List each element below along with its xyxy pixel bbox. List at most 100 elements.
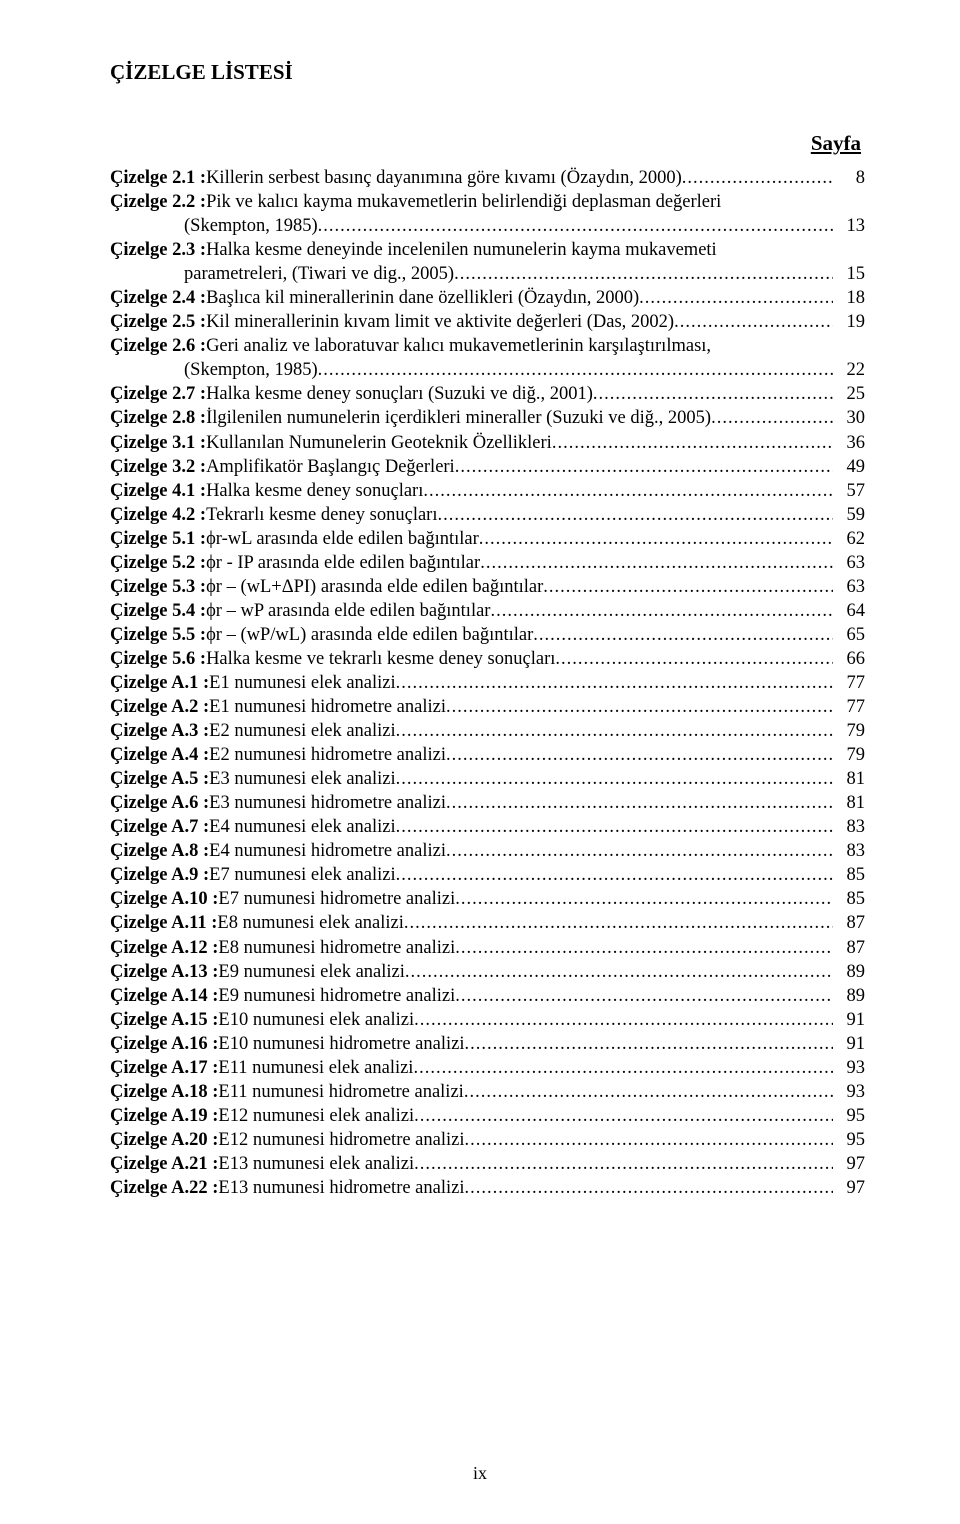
toc-entry-label: Çizelge 2.3 : [110,238,206,262]
toc-entry-page: 22 [833,358,865,382]
toc-leader [396,863,833,887]
toc-entry-desc: Kil minerallerinin kıvam limit ve aktivi… [206,310,674,334]
toc-entry-label: Çizelge A.7 : [110,815,209,839]
toc-entry-label: Çizelge A.21 : [110,1152,218,1176]
toc-entry-desc: E3 numunesi elek analizi [209,767,395,791]
toc-entry-label: Çizelge A.18 : [110,1080,218,1104]
toc-entry-desc: Halka kesme ve tekrarlı kesme deney sonu… [206,647,555,671]
toc-entry-label: Çizelge A.3 : [110,719,209,743]
toc-entry: Çizelge A.5 : E3 numunesi elek analizi81 [110,767,865,791]
toc-entry: Çizelge 2.7 : Halka kesme deney sonuçlar… [110,382,865,406]
toc-entry-desc: E11 numunesi hidrometre analizi [218,1080,463,1104]
toc-entry: Çizelge 5.4 : ϕr – wP arasında elde edil… [110,599,865,623]
toc-entry-label: Çizelge 2.8 : [110,406,206,430]
toc-entry-desc: E10 numunesi elek analizi [218,1008,414,1032]
toc-entry: Çizelge 4.2 : Tekrarlı kesme deney sonuç… [110,503,865,527]
toc-entry: Çizelge A.9 : E7 numunesi elek analizi85 [110,863,865,887]
toc-entry: Çizelge A.15 : E10 numunesi elek analizi… [110,1008,865,1032]
toc-entry-desc: Halka kesme deney sonuçları [206,479,423,503]
toc-entry-desc: E12 numunesi hidrometre analizi [218,1128,464,1152]
toc-entry-wrap: (Skempton, 1985) 13 [110,214,865,238]
toc-entry-page: 85 [833,887,865,911]
toc-entry-desc: Halka kesme deneyinde incelenilen numune… [206,238,717,262]
toc-entry: Çizelge 5.5 : ϕr – (wP/wL) arasında elde… [110,623,865,647]
toc-entry-page: 93 [833,1080,865,1104]
toc-entry-page: 15 [833,262,865,286]
toc-entry: Çizelge A.13 : E9 numunesi elek analizi8… [110,960,865,984]
toc-entry-desc: ϕr – wP arasında elde edilen bağıntılar [206,599,490,623]
toc-entry-label: Çizelge 2.1 : [110,166,206,190]
toc-leader [396,767,833,791]
toc-leader [455,455,833,479]
toc-entry-page: 77 [833,671,865,695]
toc-leader [396,671,833,695]
toc-entry-page: 59 [833,503,865,527]
toc-entry-wrap-text: parametreleri, (Tiwari ve dig., 2005) [184,262,454,286]
toc-leader [413,1056,833,1080]
toc-entry-label: Çizelge A.17 : [110,1056,218,1080]
toc-entry-wrap: parametreleri, (Tiwari ve dig., 2005) 15 [110,262,865,286]
footer-page-number: ix [0,1463,960,1484]
toc-entry: Çizelge A.17 : E11 numunesi elek analizi… [110,1056,865,1080]
toc-entry: Çizelge 4.1 : Halka kesme deney sonuçlar… [110,479,865,503]
toc-entry-page: 87 [833,936,865,960]
toc-entry-label: Çizelge A.2 : [110,695,209,719]
toc-leader [533,623,833,647]
toc-entry-label: Çizelge A.13 : [110,960,218,984]
toc-entry-page: 64 [833,599,865,623]
toc-entry: Çizelge A.21 : E13 numunesi elek analizi… [110,1152,865,1176]
toc-entry-desc: ϕr-wL arasında elde edilen bağıntılar [206,527,479,551]
toc-entry: Çizelge A.6 : E3 numunesi hidrometre ana… [110,791,865,815]
toc-entry: Çizelge A.19 : E12 numunesi elek analizi… [110,1104,865,1128]
toc-entry-desc: ϕr – (wL+ΔPI) arasında elde edilen bağın… [206,575,543,599]
toc-entry-label: Çizelge A.14 : [110,984,218,1008]
toc-entry-desc: Halka kesme deney sonuçları (Suzuki ve d… [206,382,593,406]
toc-leader [464,1080,833,1104]
toc-entry-label: Çizelge A.10 : [110,887,218,911]
toc-entry-desc: E4 numunesi elek analizi [209,815,395,839]
toc-entry-label: Çizelge A.6 : [110,791,209,815]
toc-entry-label: Çizelge A.12 : [110,936,218,960]
toc-leader [479,527,833,551]
toc-entry-label: Çizelge 4.1 : [110,479,206,503]
toc-entry: Çizelge A.18 : E11 numunesi hidrometre a… [110,1080,865,1104]
toc-leader [446,839,833,863]
toc-leader [446,695,833,719]
toc-entry-page: 13 [833,214,865,238]
toc-entry-label: Çizelge A.8 : [110,839,209,863]
toc-entry: Çizelge A.10 : E7 numunesi hidrometre an… [110,887,865,911]
toc-entry-label: Çizelge 5.2 : [110,551,206,575]
toc-entry-desc: E8 numunesi hidrometre analizi [218,936,455,960]
toc-entry: Çizelge 5.3 : ϕr – (wL+ΔPI) arasında eld… [110,575,865,599]
toc-entry-label: Çizelge A.9 : [110,863,209,887]
toc-entry: Çizelge A.8 : E4 numunesi hidrometre ana… [110,839,865,863]
toc-entry-page: 97 [833,1152,865,1176]
toc-entry-label: Çizelge A.11 : [110,911,217,935]
toc-leader [674,310,833,334]
toc-entry-page: 30 [833,406,865,430]
toc-entry-label: Çizelge 5.3 : [110,575,206,599]
toc-leader [318,214,833,238]
toc-entry-page: 63 [833,575,865,599]
toc-entry-label: Çizelge A.4 : [110,743,209,767]
toc-entry-page: 49 [833,455,865,479]
toc-entry-wrap-text: (Skempton, 1985) [184,214,318,238]
toc-entry-page: 91 [833,1032,865,1056]
toc-entry: Çizelge 2.1 : Killerin serbest basınç da… [110,166,865,190]
toc-entry-label: Çizelge 5.1 : [110,527,206,551]
toc-entry-label: Çizelge 2.7 : [110,382,206,406]
toc-leader [454,262,833,286]
toc-entry: Çizelge A.2 : E1 numunesi hidrometre ana… [110,695,865,719]
toc-entry-label: Çizelge 2.4 : [110,286,206,310]
toc-entry-label: Çizelge A.16 : [110,1032,218,1056]
toc-entry: Çizelge 2.2 : Pik ve kalıcı kayma mukave… [110,190,865,214]
toc-leader [490,599,833,623]
toc-entry-desc: Killerin serbest basınç dayanımına göre … [206,166,682,190]
toc-leader [593,382,833,406]
toc-entry: Çizelge A.22 : E13 numunesi hidrometre a… [110,1176,865,1200]
toc-entry-label: Çizelge 5.6 : [110,647,206,671]
toc-entry: Çizelge A.1 : E1 numunesi elek analizi77 [110,671,865,695]
toc-entry-desc: E12 numunesi elek analizi [218,1104,414,1128]
toc-leader [396,815,833,839]
toc-entry-desc: ϕr – (wP/wL) arasında elde edilen bağınt… [206,623,533,647]
